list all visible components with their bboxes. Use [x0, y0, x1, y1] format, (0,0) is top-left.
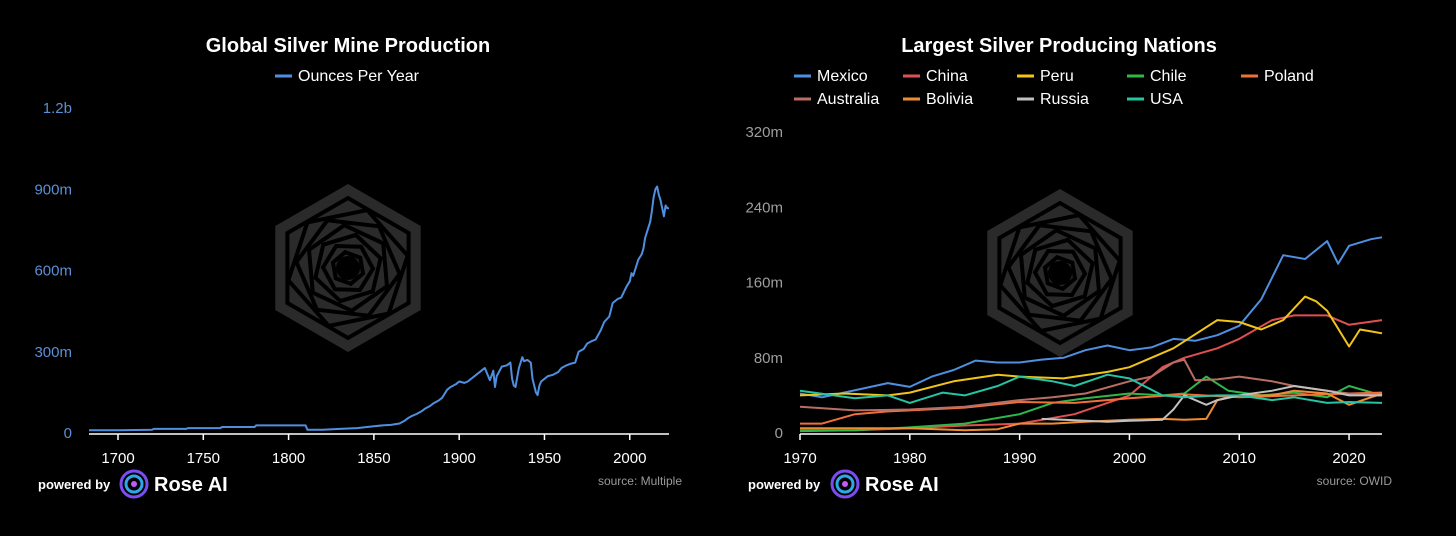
watermark-ring [320, 243, 376, 293]
x-tick-label: 2000 [613, 450, 646, 467]
x-tick-label: 1980 [893, 450, 926, 467]
series-line-peru [799, 295, 1383, 397]
rose-hexagon-watermark-icon [987, 189, 1133, 357]
legend-item-bolivia: Bolivia [926, 91, 973, 108]
plot-area [799, 236, 1383, 433]
x-axis: 1700 1750 1800 1850 1900 1950 2000 [89, 433, 669, 467]
series-line-chile [799, 375, 1383, 433]
watermark-ring [313, 232, 383, 304]
legend-item-usa: USA [1150, 91, 1183, 108]
y-axis: 0 80m 160m 240m 320m [745, 124, 783, 442]
series-line-mexico [799, 236, 1383, 399]
watermark-ring [1018, 227, 1102, 319]
y-tick-label: 0 [775, 425, 783, 442]
chart-title: Largest Silver Producing Nations [901, 35, 1217, 57]
y-axis: 0 300m 600m 900m 1.2b [34, 100, 72, 442]
watermark-core [1048, 261, 1072, 285]
watermark-ring [330, 249, 366, 287]
watermark-core [336, 256, 360, 280]
x-tick-label: 1950 [528, 450, 561, 467]
watermark-ring [1006, 223, 1114, 323]
y-tick-label: 0 [64, 425, 72, 442]
x-tick-label: 2000 [1113, 450, 1146, 467]
legend-item-mexico: Mexico [817, 68, 868, 85]
y-tick-label: 1.2b [43, 100, 72, 117]
y-tick-label: 80m [754, 350, 783, 367]
watermark-ring [998, 212, 1122, 334]
chart-title: Global Silver Mine Production [206, 35, 490, 57]
legend-item-peru: Peru [1040, 68, 1074, 85]
watermark [275, 184, 421, 352]
legend: Mexico China Peru Chile Poland Australia Boliv… [794, 68, 1314, 108]
legend-item-china: China [926, 68, 968, 85]
y-tick-label: 320m [745, 124, 783, 141]
rose-ai-logo-icon [119, 469, 149, 499]
source-label: source: OWID [1317, 474, 1393, 488]
series-line-poland [800, 391, 1383, 425]
plot-area [89, 185, 669, 432]
brand-name: Rose AI [154, 474, 228, 496]
series-line-russia [1041, 385, 1382, 423]
series-line-ounces-per-year [89, 185, 669, 432]
watermark-ring [997, 200, 1123, 346]
x-tick-label: 1750 [187, 450, 220, 467]
y-tick-label: 160m [745, 275, 783, 292]
y-tick-label: 600m [34, 263, 72, 280]
legend: Ounces Per Year [275, 68, 420, 85]
brand-name: Rose AI [865, 474, 939, 496]
legend-item-poland: Poland [1264, 68, 1314, 85]
y-tick-label: 300m [34, 344, 72, 361]
x-tick-label: 1800 [272, 450, 305, 467]
series-line-usa [799, 373, 1383, 404]
x-axis: 1970 1980 1990 2000 2010 2020 [783, 433, 1382, 467]
rose-hexagon-watermark-icon [275, 184, 421, 352]
watermark-ring [306, 222, 390, 314]
x-tick-label: 1900 [442, 450, 475, 467]
x-tick-label: 2010 [1223, 450, 1256, 467]
source-label: source: Multiple [598, 474, 682, 488]
x-tick-label: 1970 [783, 450, 816, 467]
powered-by-label: powered by [38, 477, 111, 492]
rose-ai-logo-icon [830, 469, 860, 499]
watermark-ring [1025, 237, 1095, 309]
x-tick-label: 1850 [357, 450, 390, 467]
series-line-australia [799, 358, 1383, 412]
watermark-ring [1042, 254, 1078, 292]
legend-item-australia: Australia [817, 91, 879, 108]
powered-by-label: powered by [748, 477, 821, 492]
global-silver-chart: Global Silver Mine Production Ounces Per… [34, 35, 682, 499]
y-tick-label: 240m [745, 199, 783, 216]
watermark [987, 189, 1133, 357]
nations-chart: Largest Silver Producing Nations Mexico C… [745, 35, 1393, 499]
watermark-ring [285, 195, 411, 341]
legend-item-ounces-per-year: Ounces Per Year [298, 68, 420, 85]
watermark-ring [286, 207, 410, 329]
watermark-ring [294, 218, 402, 318]
legend-item-chile: Chile [1150, 68, 1187, 85]
x-tick-label: 2020 [1332, 450, 1365, 467]
x-tick-label: 1700 [101, 450, 134, 467]
global-silver-chart-panel: Global Silver Mine Production Ounces Per… [34, 35, 682, 499]
nations-chart-panel: Largest Silver Producing Nations Mexico C… [728, 0, 1456, 536]
x-tick-label: 1990 [1003, 450, 1036, 467]
legend-item-russia: Russia [1040, 91, 1089, 108]
watermark-ring [1032, 248, 1088, 298]
y-tick-label: 900m [34, 181, 72, 198]
